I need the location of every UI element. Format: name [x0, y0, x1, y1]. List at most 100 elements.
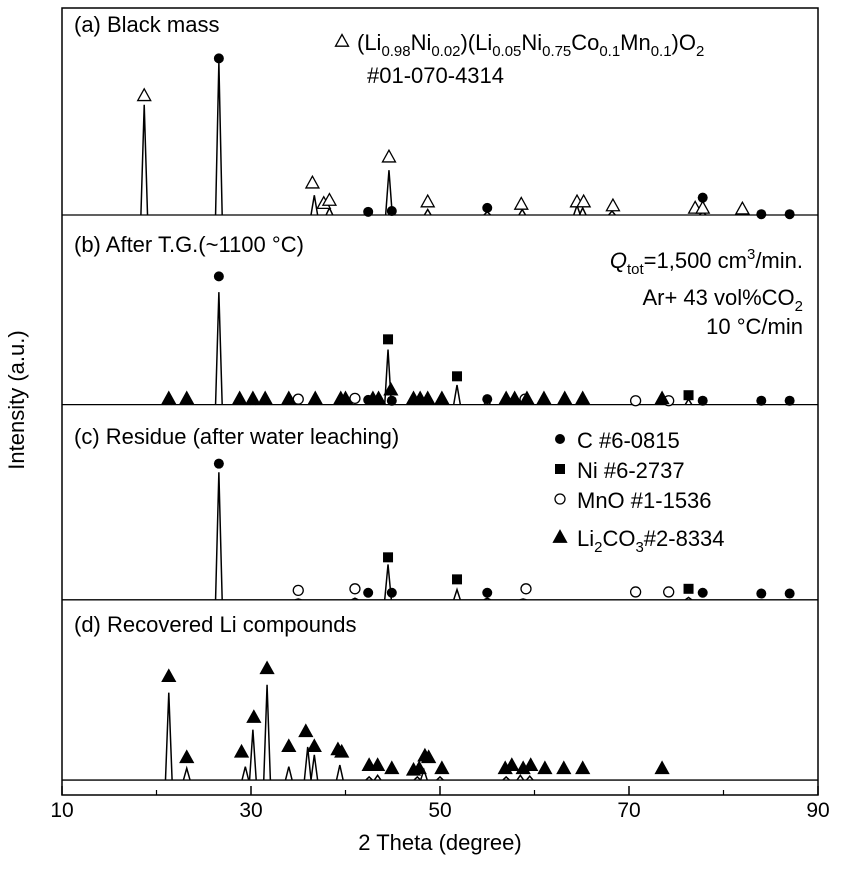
marker-square — [683, 583, 694, 594]
marker-circle — [697, 587, 708, 598]
text-part: 0.98 — [381, 43, 410, 60]
text-part: 2 — [594, 539, 602, 556]
marker-triangle — [504, 757, 520, 771]
marker-circle-open — [663, 586, 675, 598]
text-part: 0.1 — [651, 43, 672, 60]
marker-triangle — [334, 743, 350, 758]
marker-triangle — [307, 390, 323, 405]
peak — [248, 729, 257, 781]
peak — [263, 684, 272, 781]
text-part: )O — [672, 30, 696, 55]
marker-circle-open — [292, 584, 304, 597]
x-axis-label: 2 Theta (degree) — [358, 830, 521, 855]
text-part: #01-070-4314 — [367, 63, 504, 88]
peak — [373, 774, 382, 781]
text-part: CO — [602, 526, 635, 551]
marker-circle-open — [349, 583, 361, 595]
panel-label: (b) After T.G.(~1100 °C) — [74, 232, 304, 257]
marker-triangle — [281, 738, 297, 753]
marker-square — [383, 552, 394, 563]
text-part: MnO #1-1536 — [577, 488, 712, 513]
marker-triangle — [306, 738, 322, 753]
peak — [284, 766, 293, 781]
marker-circle — [756, 395, 767, 406]
marker-triangle — [654, 760, 670, 775]
peak — [164, 692, 173, 781]
text-part: 3 — [635, 539, 643, 556]
peak — [516, 774, 525, 781]
text-part: Ni #6-2737 — [577, 458, 685, 483]
marker-triangle — [575, 760, 591, 775]
marker-triangle — [556, 760, 572, 775]
panel-label: (a) Black mass — [74, 12, 219, 37]
peak — [294, 598, 302, 601]
peak — [182, 765, 191, 781]
peak — [365, 775, 373, 781]
peak — [578, 206, 587, 216]
marker-triangle — [519, 390, 535, 405]
text-part: tot — [627, 261, 644, 278]
text-part: Ar+ 43 vol%CO — [642, 285, 794, 310]
peak — [241, 766, 250, 781]
marker-triangle — [384, 760, 400, 775]
x-tick-label: 70 — [617, 799, 640, 822]
marker-circle — [784, 588, 795, 599]
marker-circle — [213, 458, 224, 469]
marker-triangle — [434, 760, 450, 775]
marker-circle — [555, 434, 565, 444]
marker-square — [383, 334, 394, 345]
text-part: Li — [577, 526, 594, 551]
marker-triangle — [246, 709, 262, 723]
marker-square — [555, 464, 565, 474]
marker-triangle — [337, 390, 354, 405]
legend-label: MnO #1-1536 — [577, 488, 712, 513]
peak — [519, 598, 527, 601]
legend-label: Ni #6-2737 — [577, 458, 685, 483]
marker-triangle — [232, 390, 248, 405]
x-tick-label: 90 — [806, 799, 829, 822]
text-part: 0.1 — [599, 43, 620, 60]
marker-triangle — [179, 749, 195, 764]
marker-triangle — [257, 390, 273, 405]
peak — [684, 596, 693, 601]
marker-triangle — [370, 757, 386, 771]
marker-triangle-open — [321, 192, 338, 206]
text-part: )(Li — [460, 30, 492, 55]
legend-label: (Li0.98Ni0.02)(Li0.05Ni0.75Co0.1Mn0.1)O2 — [357, 30, 704, 60]
marker-triangle-open — [136, 87, 152, 102]
marker-triangle — [370, 390, 387, 405]
peak — [423, 208, 432, 216]
marker-triangle — [536, 390, 552, 405]
marker-triangle — [233, 743, 250, 758]
marker-triangle-open — [381, 148, 397, 163]
text-part: (Li — [357, 30, 381, 55]
peak — [351, 597, 359, 601]
marker-triangle-open — [605, 197, 621, 212]
marker-square — [683, 390, 694, 401]
marker-circle — [756, 588, 767, 599]
text-part: 2 — [696, 43, 704, 60]
marker-triangle-open — [334, 33, 350, 47]
annotation: 10 °C/min — [706, 314, 803, 339]
marker-circle — [756, 209, 767, 220]
text-part: 0.02 — [431, 43, 460, 60]
text-part: Q — [610, 248, 627, 273]
text-part: =1,500 cm — [644, 248, 747, 273]
marker-triangle — [161, 390, 177, 405]
text-part: C #6-0815 — [577, 428, 680, 453]
marker-triangle — [654, 390, 670, 405]
peak — [310, 754, 319, 781]
legend-label: C #6-0815 — [577, 428, 680, 453]
annotation: #01-070-4314 — [367, 63, 504, 88]
marker-triangle — [179, 390, 195, 405]
marker-circle — [697, 395, 708, 406]
marker-triangle-open — [304, 174, 321, 189]
peak — [335, 764, 344, 781]
peak — [436, 775, 444, 781]
panel-label: (c) Residue (after water leaching) — [74, 424, 399, 449]
marker-triangle — [507, 390, 523, 405]
peak — [310, 195, 319, 216]
text-part: Co — [571, 30, 599, 55]
marker-circle-open — [520, 583, 532, 595]
marker-circle — [697, 192, 708, 203]
